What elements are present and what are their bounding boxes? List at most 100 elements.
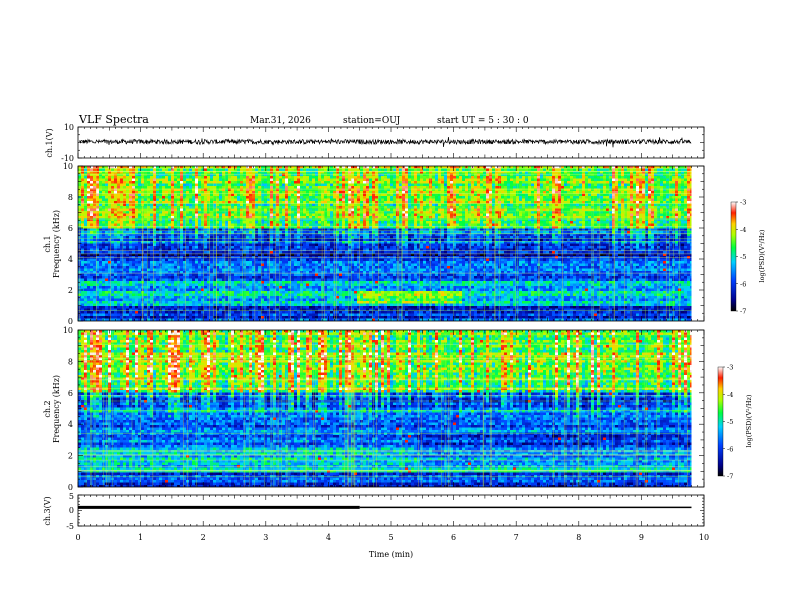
spectrogram-cell — [327, 213, 331, 217]
spectrogram-cell — [156, 211, 160, 214]
spectrogram-cell — [558, 211, 562, 214]
spectrogram-cell — [579, 206, 583, 209]
spectrogram-cell — [405, 171, 409, 174]
spectrogram-cell — [546, 183, 550, 187]
spectrogram-cell — [468, 216, 472, 219]
spectrogram-cell — [243, 171, 247, 174]
spectrogram-cell — [246, 183, 250, 187]
spectrogram-cell — [111, 206, 115, 209]
spectrogram-cell — [153, 203, 157, 207]
spectrogram-cell — [465, 218, 469, 222]
spectrogram-cell — [240, 198, 244, 202]
spectrogram-cell — [432, 201, 436, 204]
spectrogram-cell — [348, 193, 352, 197]
spectrogram-cell — [201, 191, 205, 194]
spectrogram-cell — [630, 218, 634, 222]
spectrogram-cell — [114, 191, 118, 194]
spectrogram-cell — [234, 181, 238, 184]
spectrogram-cell — [675, 221, 679, 224]
spectrogram-cell — [402, 211, 406, 214]
spectrogram-cell — [111, 203, 115, 207]
spectrogram-cell — [477, 206, 481, 209]
spectrogram-cell — [327, 183, 331, 187]
spectrogram-cell — [399, 203, 403, 207]
spectrogram-cell — [195, 168, 199, 172]
spectrogram-cell — [198, 196, 202, 199]
spectrogram-cell — [687, 193, 691, 197]
spectrogram-cell — [207, 221, 211, 224]
spectrogram-cell — [411, 198, 415, 202]
spectrogram-cell — [645, 213, 649, 217]
spectrogram-cell — [336, 201, 340, 204]
spectrogram-cell — [228, 201, 232, 204]
spectrogram-cell — [441, 203, 445, 207]
spectrogram-cell — [246, 176, 250, 179]
spectrogram-cell — [324, 188, 328, 192]
spectrogram-cell — [192, 203, 196, 207]
spectrogram-cell — [393, 218, 397, 222]
spectrogram-cell — [255, 181, 259, 184]
spectrogram-cell — [618, 201, 622, 204]
spectrogram-cell — [393, 181, 397, 184]
spectrogram-cell — [429, 178, 433, 182]
spectrogram-cell — [609, 188, 613, 192]
spectrogram-cell — [465, 221, 469, 224]
spectrogram-cell — [654, 206, 658, 209]
spectrogram-cell — [501, 208, 505, 212]
spectrogram-cell — [579, 193, 583, 197]
spectrogram-cell — [627, 181, 631, 184]
spectrogram-cell — [129, 218, 133, 222]
spectrogram-cell — [126, 206, 130, 209]
spectrogram-cell — [78, 171, 82, 174]
spectrogram-cell — [351, 208, 355, 212]
spectrogram-cell — [618, 218, 622, 222]
spectrogram-cell — [666, 178, 670, 182]
spectrogram-cell — [687, 176, 691, 179]
spectrogram-cell — [306, 176, 310, 179]
spectrogram-cell — [312, 208, 316, 212]
spectrogram-cell — [405, 178, 409, 182]
spectrogram-cell — [585, 198, 589, 202]
spectrogram-cell — [573, 198, 577, 202]
spectrogram-cell — [99, 203, 103, 207]
spectrogram-cell — [183, 176, 187, 179]
spectrogram-cell — [402, 171, 406, 174]
spectrogram-cell — [258, 208, 262, 212]
spectrogram-cell — [543, 181, 547, 184]
spectrogram-cell — [369, 181, 373, 184]
spectrogram-cell — [609, 168, 613, 172]
spectrogram-cell — [288, 181, 292, 184]
spectrogram-cell — [612, 213, 616, 217]
spectrogram-cell — [549, 183, 553, 187]
spectrogram-cell — [210, 196, 214, 199]
spectrogram-cell — [147, 178, 151, 182]
spectrogram-cell — [147, 166, 151, 169]
spectrogram-cell — [618, 191, 622, 194]
spectrogram-cell — [198, 183, 202, 187]
spectrogram-cell — [264, 171, 268, 174]
spectrogram-cell — [573, 191, 577, 194]
spectrogram-cell — [468, 203, 472, 207]
spectrogram-cell — [399, 206, 403, 209]
spectrogram-cell — [600, 186, 604, 189]
spectrogram-cell — [636, 211, 640, 214]
spectrogram-cell — [420, 166, 424, 169]
spectrogram-cell — [306, 203, 310, 207]
spectrogram-cell — [474, 201, 478, 204]
spectrogram-cell — [114, 211, 118, 214]
spectrogram-cell — [492, 198, 496, 202]
spectrogram-cell — [138, 206, 142, 209]
spectrogram-cell — [333, 178, 337, 182]
spectrogram-cell — [297, 178, 301, 182]
spectrogram-cell — [522, 188, 526, 192]
spectrogram-cell — [492, 193, 496, 197]
spectrogram-cell — [669, 216, 673, 219]
spectrogram-cell — [618, 168, 622, 172]
spectrogram-cell — [567, 201, 571, 204]
spectrogram-cell — [447, 218, 451, 222]
spectrogram-cell — [687, 188, 691, 192]
spectrogram-cell — [600, 208, 604, 212]
spectrogram-cell — [237, 218, 241, 222]
spectrogram-cell — [459, 203, 463, 207]
spectrogram-cell — [225, 223, 229, 227]
